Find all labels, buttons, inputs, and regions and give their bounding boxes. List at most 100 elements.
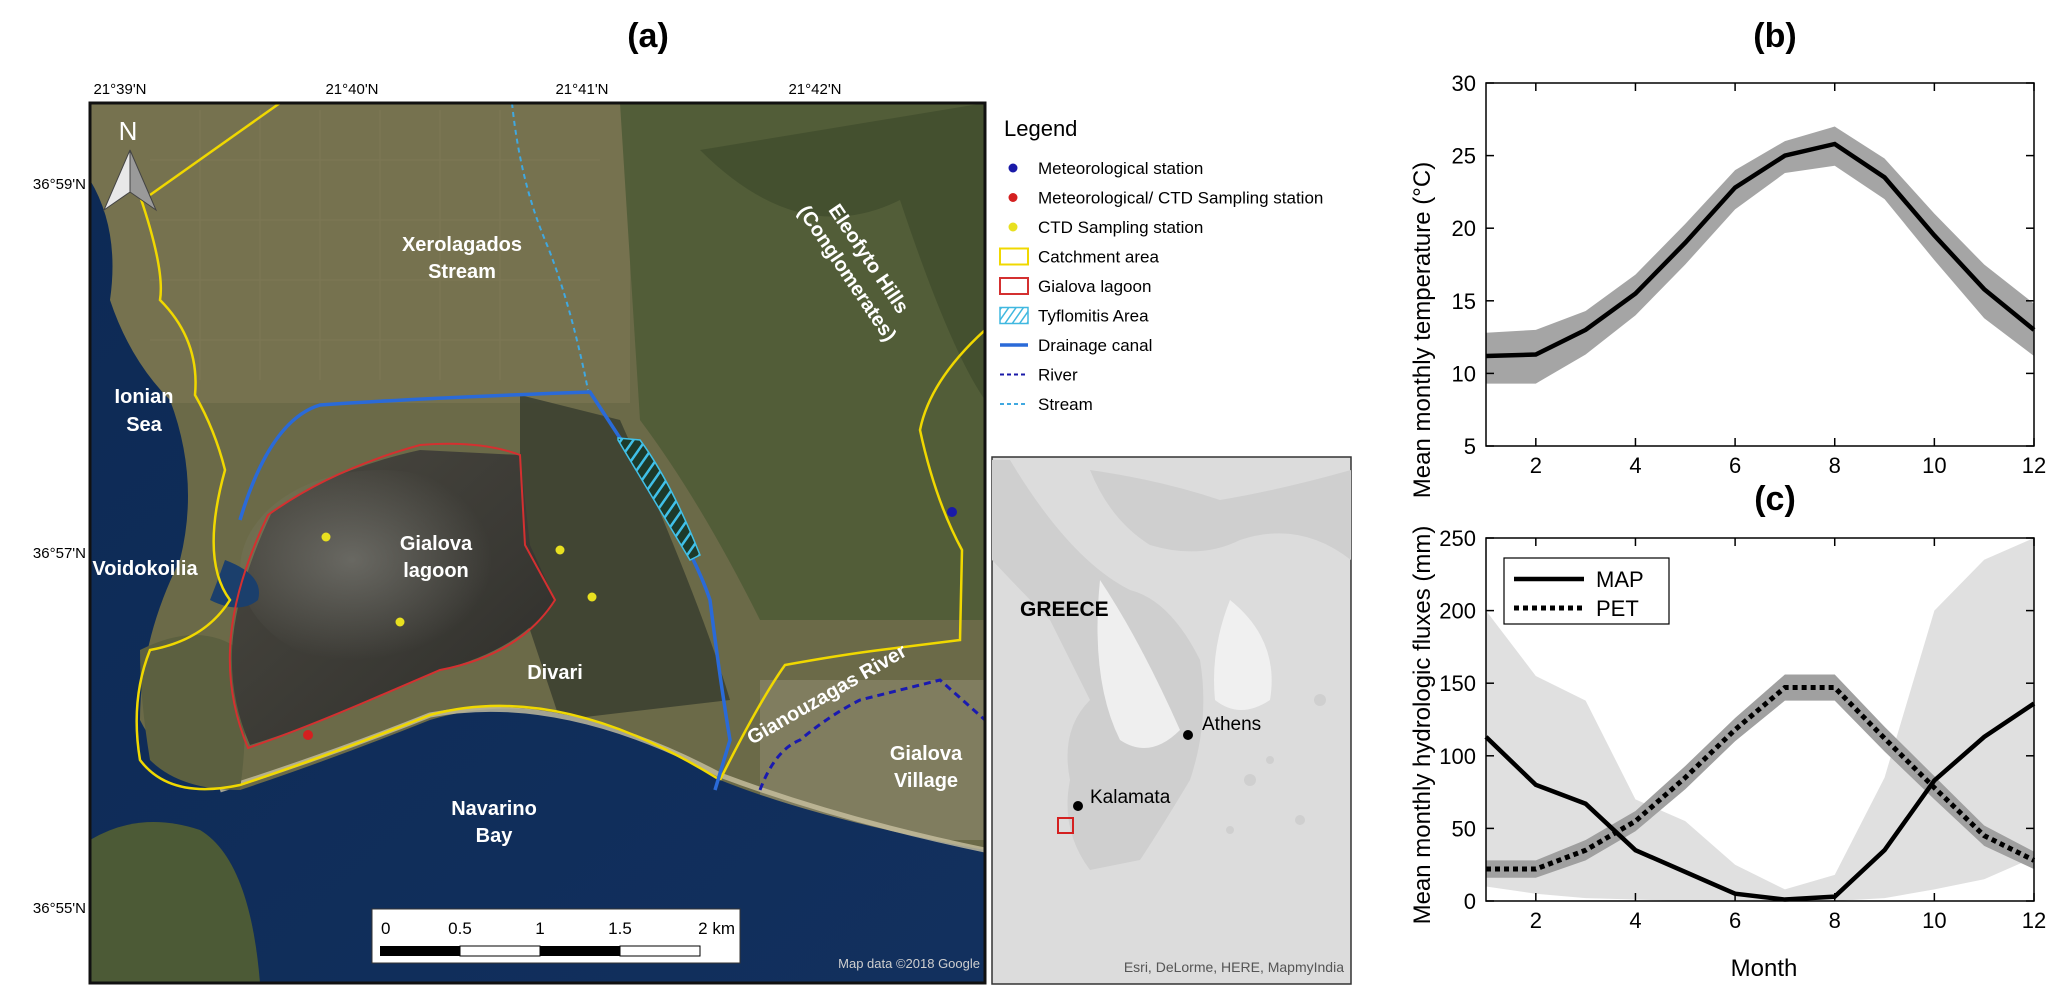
legend-item-label: Tyflomitis Area [1038, 307, 1149, 326]
y-tick-label: 250 [1439, 526, 1476, 551]
x-tick-label: 2 [1530, 908, 1542, 933]
legend-item-label: Gialova lagoon [1038, 277, 1151, 296]
tyflomitis-area [617, 437, 701, 561]
scale-bar: 0 0.5 1 1.5 2 km [371, 908, 741, 964]
chart-b-ylabel: Mean monthly temperature (°C) [1409, 162, 1436, 498]
legend-item-label: Stream [1038, 395, 1093, 414]
panel-c-label: (c) [1754, 480, 1796, 518]
longitude-ticks: 21°39'N 21°40'N 21°41'N 21°42'N [93, 81, 841, 98]
kalamata-label: Kalamata [1090, 787, 1171, 808]
river-line [758, 678, 985, 791]
plot-frame [1485, 82, 2035, 447]
legend-symbol-box [999, 247, 1029, 266]
uncertainty-band-map [1486, 538, 2034, 901]
legend-item-label: CTD Sampling station [1038, 218, 1203, 237]
legend-item-label: Meteorological/ CTD Sampling station [1038, 189, 1323, 208]
lon-tick: 21°39'N [93, 81, 146, 98]
y-tick-label: 25 [1452, 144, 1476, 169]
legend-symbol-dot [1008, 222, 1018, 232]
ctd-station [587, 592, 597, 602]
athens-marker [1183, 730, 1193, 740]
ctd-station [395, 617, 405, 627]
latitude-ticks: 36°59'N 36°57'N 36°55'N [33, 176, 86, 917]
x-tick-label: 8 [1829, 453, 1841, 478]
chart-c-xlabel: Month [1731, 955, 1798, 982]
study-area-box [1057, 817, 1074, 834]
y-tick-label: 10 [1452, 361, 1476, 386]
legend-item-label: River [1038, 366, 1078, 385]
legend-title: Legend [1004, 116, 1077, 141]
label-gialova: Gialova [400, 533, 473, 555]
legend-symbol-hatch [999, 306, 1029, 325]
lat-tick: 36°55'N [33, 900, 86, 917]
y-tick-label: 0 [1464, 889, 1476, 914]
chart-c-ylabel: Mean monthly hydrologic fluxes (mm) [1409, 526, 1436, 925]
scale-tick: 1.5 [608, 919, 632, 938]
legend-item-label: Catchment area [1038, 248, 1159, 267]
y-tick-label: 15 [1452, 289, 1476, 314]
label-bay: Bay [476, 825, 514, 847]
x-tick-label: 4 [1629, 453, 1641, 478]
lagoon-boundary [228, 442, 557, 750]
lon-tick: 21°41'N [555, 81, 608, 98]
map-frame [88, 101, 987, 985]
panel-a-label: (a) [627, 17, 669, 55]
y-tick-label: 20 [1452, 216, 1476, 241]
scale-tick: 2 km [698, 919, 735, 938]
athens-label: Athens [1202, 714, 1261, 735]
y-tick-label: 100 [1439, 744, 1476, 769]
legend-symbol-box [999, 277, 1029, 295]
x-tick-label: 10 [1922, 453, 1946, 478]
met-station [947, 507, 957, 517]
kalamata-marker [1073, 801, 1083, 811]
lat-tick: 36°59'N [33, 176, 86, 193]
catchment-boundary [135, 103, 985, 791]
label-navarino: Navarino [451, 798, 537, 820]
x-tick-label: 10 [1922, 908, 1946, 933]
legend-item-label: Drainage canal [1038, 336, 1152, 355]
y-tick-label: 200 [1439, 599, 1476, 624]
label-divari: Divari [527, 662, 583, 684]
satellite-map [90, 103, 985, 983]
label-stream: Stream [428, 261, 496, 283]
hydrologic-flux-chart: 2 4 6 8 10 12 0 50 100 150 200 250 MAP PET [1439, 526, 2046, 933]
plot-frame [1485, 537, 2035, 902]
chart-legend: MAP PET [1503, 557, 1670, 625]
met-ctd-station [303, 730, 313, 740]
label-voidokoilia: Voidokoilia [92, 558, 198, 580]
north-arrow-icon: N [102, 116, 158, 212]
series-line [1485, 141, 2036, 359]
lon-tick: 21°42'N [788, 81, 841, 98]
map-legend: Legend Meteorological station Meteorologi… [999, 116, 1323, 414]
label-lagoon: lagoon [403, 560, 469, 582]
scale-tick: 0.5 [448, 919, 472, 938]
x-tick-label: 6 [1729, 453, 1741, 478]
ctd-station [321, 532, 331, 542]
label-ionian: Ionian [115, 386, 174, 408]
x-tick-label: 4 [1629, 908, 1641, 933]
x-tick-label: 6 [1729, 908, 1741, 933]
panel-b-label: (b) [1753, 17, 1796, 55]
legend-label: MAP [1596, 567, 1644, 592]
label-sea: Sea [126, 414, 162, 436]
inset-attribution: Esri, DeLorme, HERE, MapmyIndia [1124, 959, 1344, 975]
temperature-chart: 2 4 6 8 10 12 5 10 15 20 25 30 [1452, 71, 2047, 478]
scale-tick: 0 [381, 919, 390, 938]
y-tick-label: 30 [1452, 71, 1476, 96]
y-tick-label: 5 [1464, 434, 1476, 459]
lon-tick: 21°40'N [325, 81, 378, 98]
inset-map: GREECE Athens Kalamata Esri, DeLorme, HE… [991, 456, 1352, 985]
label-xerolagados: Xerolagados [402, 234, 522, 256]
x-tick-label: 12 [2022, 908, 2046, 933]
inset-country-label: GREECE [1020, 598, 1109, 621]
series-line-map [1484, 701, 2036, 902]
lat-tick: 36°57'N [33, 545, 86, 562]
label-gialova-village: Gialova [890, 743, 963, 765]
series-line-pet [1486, 685, 2036, 872]
scale-tick: 1 [535, 919, 544, 938]
label-village: Village [894, 770, 958, 792]
ctd-station [555, 545, 565, 555]
legend-symbol-dot [1008, 163, 1018, 173]
